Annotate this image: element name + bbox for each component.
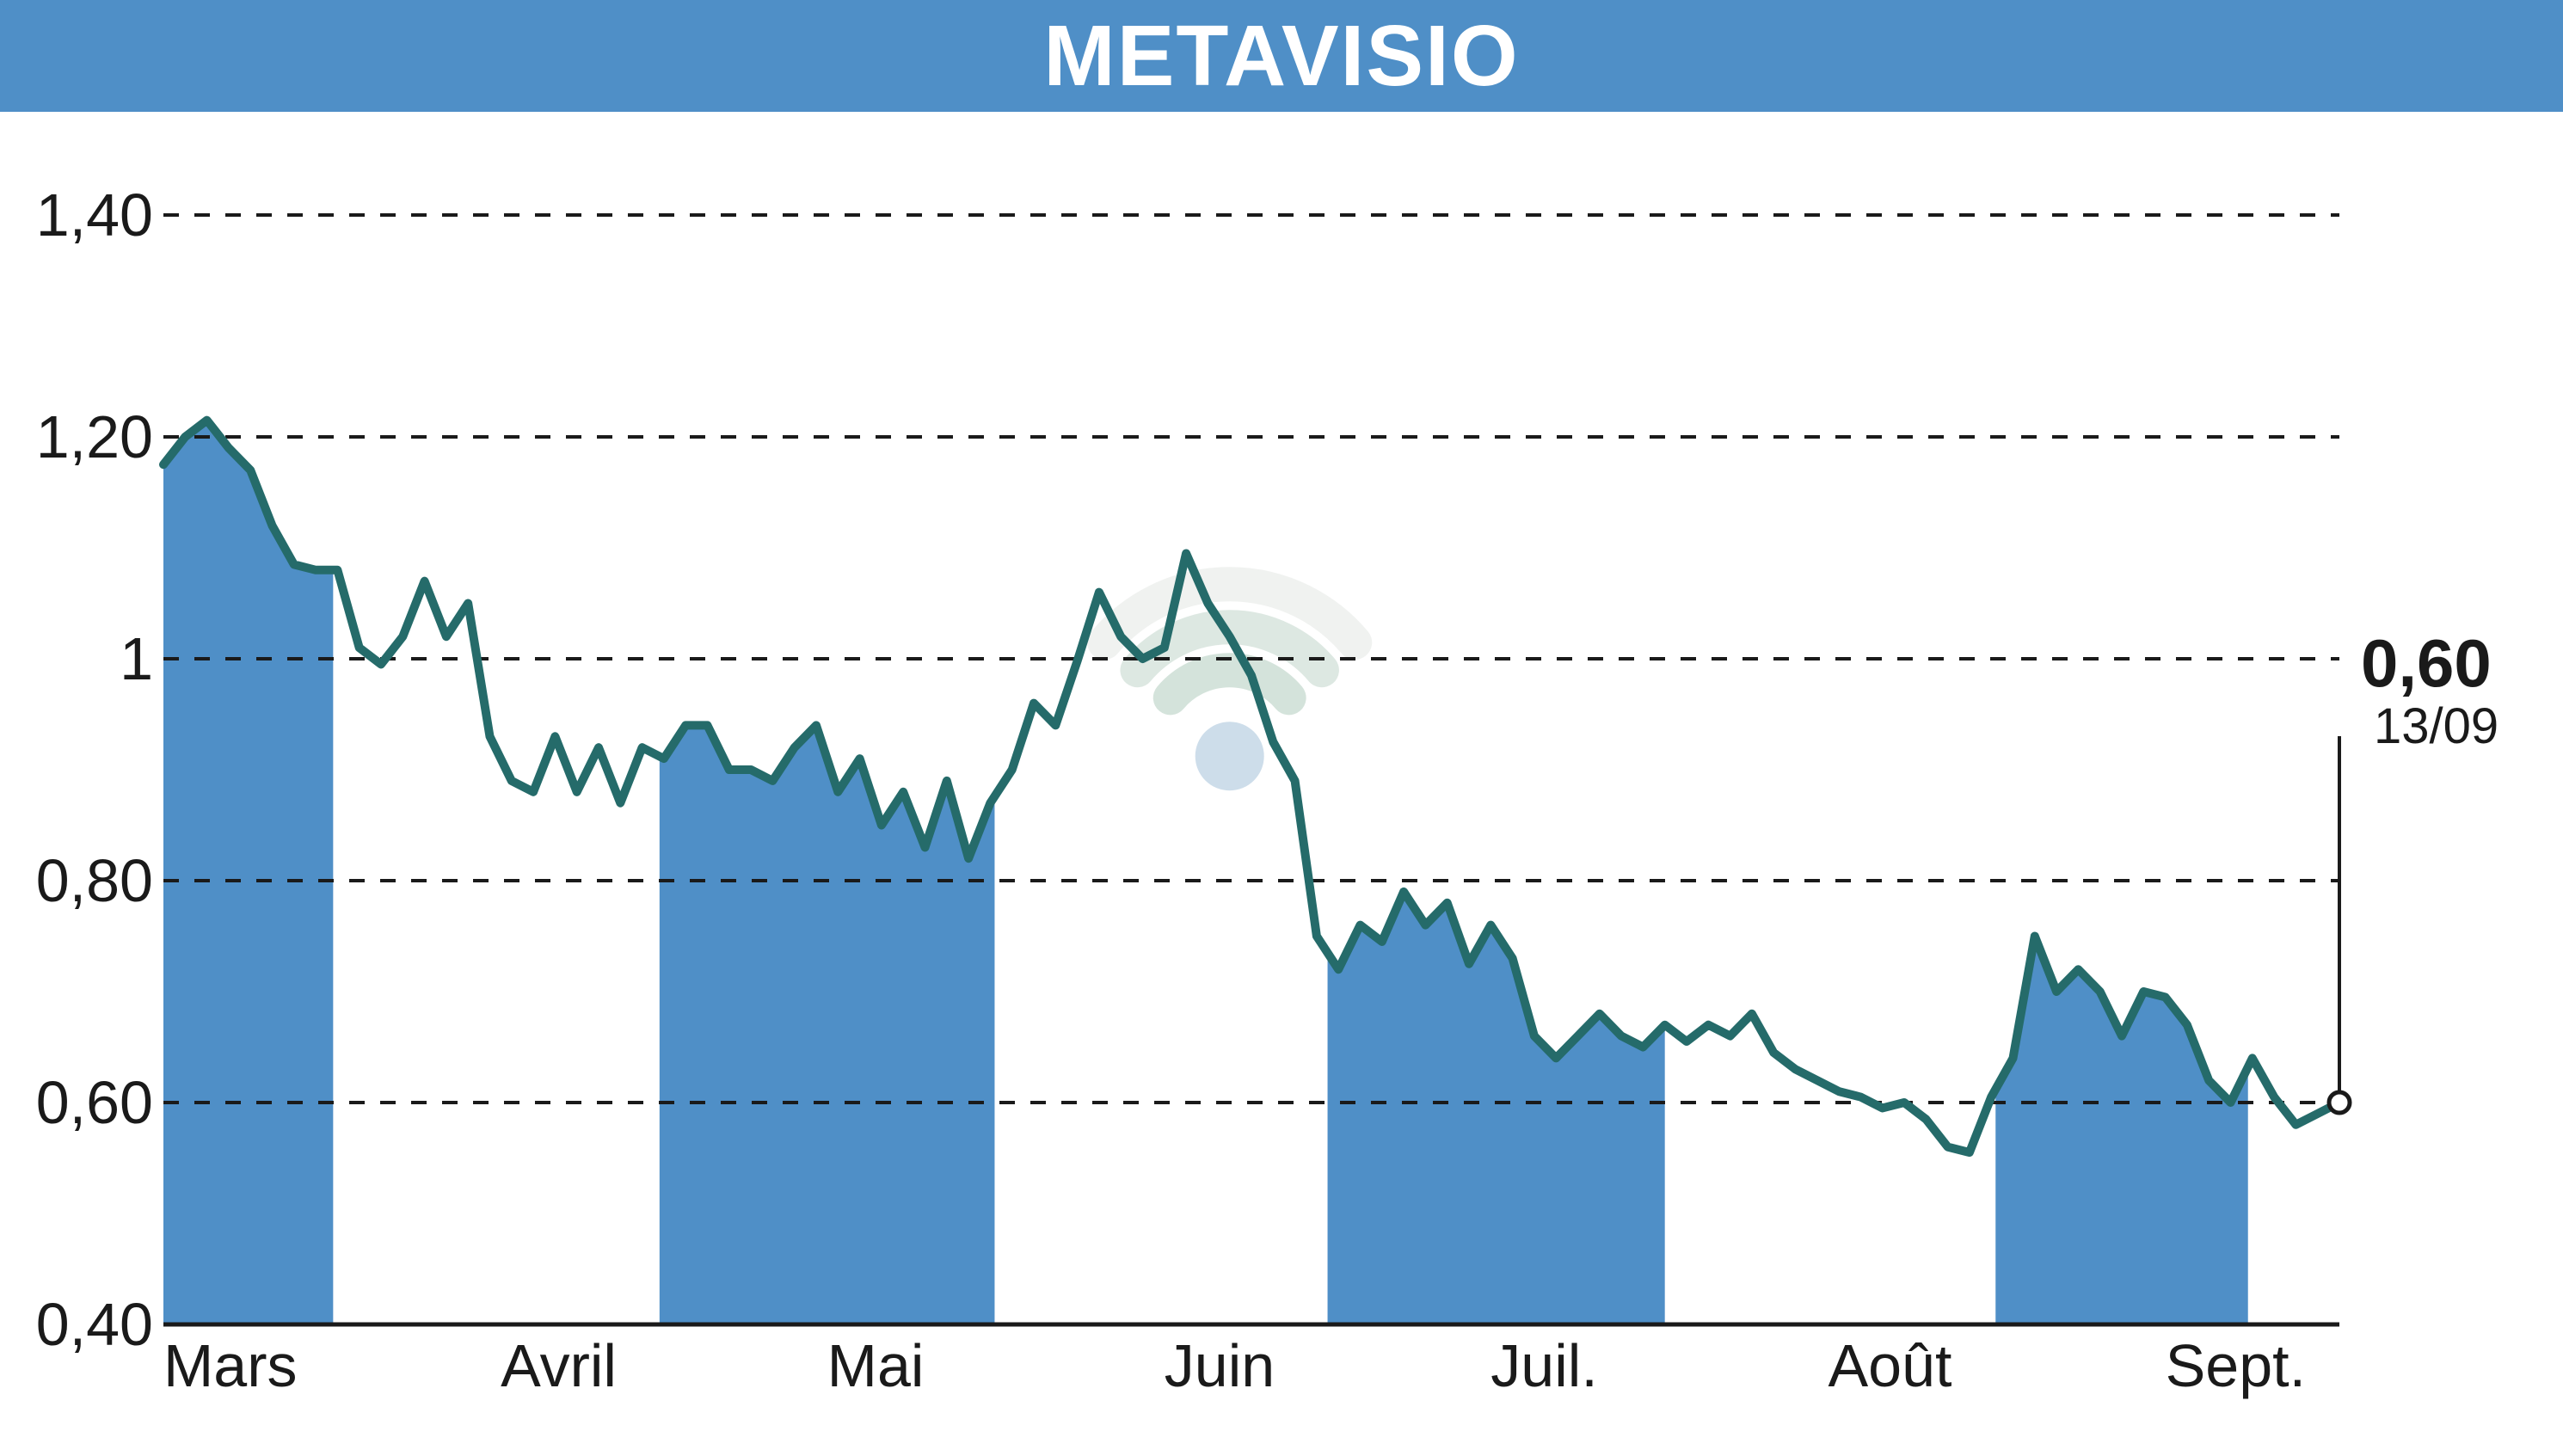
last-date-label: 13/09 [2374,697,2498,755]
y-axis-label: 0,80 [36,846,163,915]
y-axis-label: 0,60 [36,1068,163,1137]
y-axis-label: 1 [120,624,163,693]
last-value-label: 0,60 [2361,624,2492,703]
x-axis-label: Sept. [2166,1324,2306,1400]
x-axis-label: Août [1828,1324,1951,1400]
y-axis-label: 1,40 [36,181,163,249]
x-axis-label: Juin [1165,1324,1275,1400]
chart-container: 1,401,2010,800,600,40MarsAvrilMaiJuinJui… [163,215,2339,1324]
chart-svg [163,215,2339,1324]
x-axis-label: Avril [501,1324,617,1400]
x-axis-label: Mars [163,1324,298,1400]
x-axis-label: Mai [827,1324,925,1400]
y-axis-label: 0,40 [36,1290,163,1359]
y-axis-label: 1,20 [36,402,163,471]
x-axis-label: Juil. [1490,1324,1597,1400]
chart-header: METAVISIO [0,0,2563,112]
chart-title: METAVISIO [1043,8,1519,104]
